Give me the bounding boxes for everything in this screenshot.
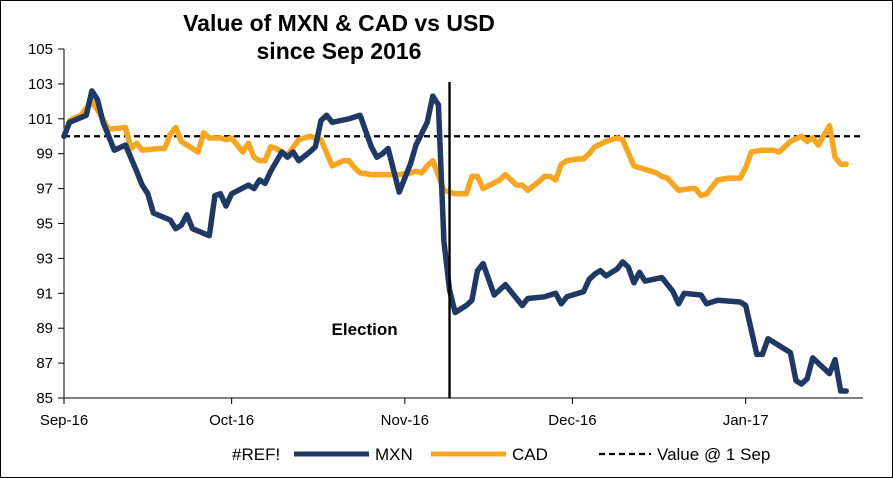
legend-label-reference: Value @ 1 Sep bbox=[657, 445, 770, 464]
chart-title-line-2: since Sep 2016 bbox=[257, 38, 422, 64]
chart-title-line-1: Value of MXN & CAD vs USD bbox=[183, 10, 495, 36]
y-tick-label: 95 bbox=[36, 216, 53, 233]
y-tick-label: 89 bbox=[36, 320, 53, 337]
series-line-mxn bbox=[61, 88, 849, 394]
y-tick-label: 103 bbox=[28, 76, 53, 93]
y-tick-label: 101 bbox=[28, 111, 53, 128]
y-tick-label: 99 bbox=[36, 146, 53, 163]
y-tick-label: 97 bbox=[36, 181, 53, 198]
x-axis: Sep-16 Oct-16 Nov-16 Dec-16 Jan-17 bbox=[40, 397, 863, 429]
legend-label-mxn: MXN bbox=[375, 445, 413, 464]
legend-label-cad: CAD bbox=[512, 445, 548, 464]
annotation-group: Election bbox=[332, 82, 451, 398]
x-tick-label: Nov-16 bbox=[381, 412, 429, 429]
y-tick-label: 91 bbox=[36, 285, 53, 302]
x-tick-label: Dec-16 bbox=[548, 412, 596, 429]
x-tick-label: Oct-16 bbox=[209, 412, 254, 429]
y-tick-label: 85 bbox=[36, 390, 53, 407]
y-tick-label: 93 bbox=[36, 250, 53, 267]
x-tick-label: Sep-16 bbox=[40, 412, 88, 429]
x-tick-label: Jan-17 bbox=[723, 412, 769, 429]
y-tick-label: 105 bbox=[28, 41, 53, 58]
series-group bbox=[61, 88, 849, 394]
y-tick-label: 87 bbox=[36, 355, 53, 372]
legend: #REF! MXN CAD Value @ 1 Sep bbox=[232, 445, 770, 464]
election-label: Election bbox=[332, 320, 398, 339]
legend-label-ref-error: #REF! bbox=[232, 445, 280, 464]
series-line-cad bbox=[61, 98, 849, 199]
y-axis: 85 87 89 91 93 95 97 99 101 103 105 bbox=[28, 41, 65, 407]
